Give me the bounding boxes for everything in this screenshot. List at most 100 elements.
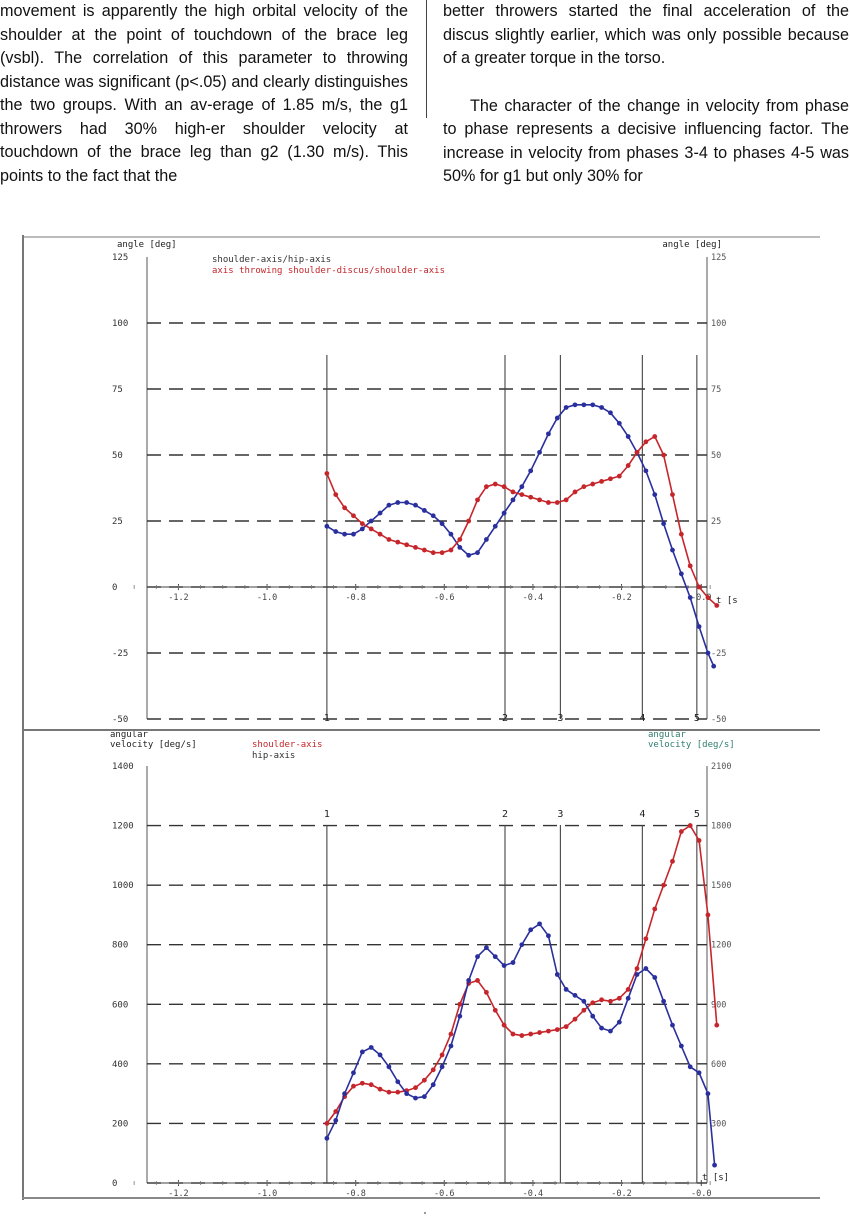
velocity-x-tick-label: -0.0	[691, 1189, 711, 1199]
angle-series-red-point	[670, 492, 675, 497]
angle-series-red-point	[510, 489, 516, 495]
velocity-series-red-point	[616, 995, 622, 1001]
angle-series-red-point	[678, 531, 684, 537]
angle-series-blue-point	[608, 410, 613, 416]
angle-y-tick-label: 100	[112, 319, 128, 329]
velocity-series-blue-point	[599, 1025, 604, 1031]
angle-series-red-point	[333, 492, 339, 497]
angle-phase-label-4: 4	[639, 713, 645, 724]
velocity-series-red-point	[572, 1016, 578, 1022]
angle-x-tick-label: -0.0	[691, 593, 711, 603]
velocity-series-red-point	[563, 1024, 569, 1030]
velocity-series-blue-point	[528, 927, 534, 933]
angle-y-tick-label: 0	[112, 583, 117, 593]
velocity-series-blue-point	[466, 978, 472, 983]
velocity-series-blue-point	[696, 1070, 702, 1076]
velocity-y-label-left-2: velocity [deg/s]	[110, 740, 197, 750]
velocity-series-blue-point	[634, 972, 640, 977]
velocity-series-red-point	[324, 1121, 330, 1126]
angle-series-blue-point	[483, 537, 489, 542]
velocity-series-blue-point	[572, 992, 578, 998]
velocity-series-red-point	[395, 1089, 401, 1095]
velocity-phase-label-3: 3	[557, 809, 563, 820]
velocity-series-red-point	[634, 966, 640, 971]
angle-series-blue-point	[377, 510, 383, 516]
angle-series-red-point	[501, 484, 507, 490]
angle-chart: angle [deg] angle [deg] shoulder-axis/hi…	[112, 240, 738, 725]
velocity-y-tick-label: 400	[112, 1060, 128, 1070]
velocity-series-red-point	[421, 1077, 427, 1083]
velocity-series-blue-point	[625, 995, 631, 1001]
velocity-series-blue-point	[661, 998, 667, 1004]
angle-series-blue-point	[625, 434, 631, 439]
angle-series-red-point	[457, 537, 463, 542]
velocity-series-blue-point	[475, 954, 480, 960]
angle-series-blue-point	[670, 547, 675, 553]
column-divider	[426, 0, 427, 118]
velocity-x-tick-label: -0.6	[434, 1189, 454, 1199]
angle-series-red-point	[528, 494, 534, 500]
angle-series-red-point	[652, 434, 658, 439]
velocity-series-blue-point	[351, 1070, 356, 1076]
velocity-series-red-point	[413, 1085, 418, 1091]
velocity-series-blue-point	[563, 986, 569, 992]
angle-series-red-point	[616, 473, 622, 479]
velocity-x-tick-label: -0.2	[611, 1189, 631, 1199]
velocity-series-red-point	[483, 989, 489, 995]
legend-shoulder-hip: shoulder-axis/hip-axis	[212, 255, 331, 265]
velocity-series-red-point	[652, 906, 658, 912]
angle-series-blue-point	[510, 497, 516, 503]
velocity-x-tick-label: -1.0	[257, 1189, 277, 1199]
velocity-x-tick-label: -1.2	[168, 1189, 188, 1199]
angle-y-tick-label: 50	[112, 451, 123, 461]
velocity-right-y-tick-label: 300	[711, 1119, 726, 1129]
angle-series-red-point	[395, 539, 401, 545]
angle-series-blue-point	[581, 402, 587, 408]
angle-series-blue-point	[351, 531, 356, 537]
angle-series-red-point	[625, 463, 631, 468]
velocity-series-red-point	[643, 936, 649, 942]
velocity-series-red-point	[599, 997, 604, 1003]
angle-series-red-point	[368, 526, 374, 532]
angle-series-blue-point	[616, 420, 622, 426]
angle-series-blue-point	[590, 402, 596, 408]
velocity-series-red-point	[519, 1033, 525, 1038]
left-text-column: movement is apparently the high orbital …	[0, 0, 408, 188]
angle-series-red-point	[581, 484, 587, 490]
velocity-series-blue-point	[386, 1064, 392, 1070]
angle-series-blue-point	[342, 531, 348, 537]
velocity-y-tick-label: 0	[112, 1179, 117, 1189]
legend-hip-axis: hip-axis	[252, 751, 295, 761]
angle-x-tick-label: -0.8	[345, 593, 365, 603]
angle-right-y-tick-label: 25	[711, 517, 721, 527]
right-paragraph-2: The character of the change in velocity …	[443, 96, 849, 186]
velocity-series-red-point	[590, 1000, 596, 1006]
velocity-series-red-point	[430, 1067, 436, 1073]
angle-right-y-tick-label: 50	[711, 451, 721, 461]
angle-series-blue-point	[439, 521, 445, 527]
angle-series-red-point	[661, 452, 667, 458]
angle-right-y-tick-label: 100	[711, 319, 726, 329]
velocity-series-blue-point	[554, 972, 560, 977]
angle-y-tick-label: 75	[112, 385, 123, 395]
velocity-series-red-point	[492, 1007, 498, 1013]
velocity-series-blue-point	[519, 942, 525, 948]
angle-series-red-point	[634, 449, 640, 455]
angle-series-blue-point	[421, 508, 427, 513]
angle-y-tick-label: 125	[112, 253, 128, 263]
angle-series-red-point	[608, 476, 613, 482]
angle-series-blue-point	[537, 449, 542, 455]
angle-series-blue-point	[661, 521, 667, 527]
angle-series-blue-point	[386, 502, 392, 508]
velocity-series-red-point	[625, 986, 631, 992]
angle-series-red-point	[342, 505, 348, 511]
velocity-series-red-point	[359, 1080, 365, 1086]
velocity-series-blue-point	[652, 975, 658, 980]
angle-series-blue-point	[678, 571, 684, 577]
velocity-series-blue-point	[537, 921, 542, 927]
angle-series-blue-point	[475, 550, 480, 556]
velocity-series-blue-point	[404, 1091, 410, 1097]
angle-series-red-point	[590, 481, 596, 487]
velocity-series-red-point	[368, 1082, 374, 1088]
angle-series-red-point	[430, 550, 436, 556]
